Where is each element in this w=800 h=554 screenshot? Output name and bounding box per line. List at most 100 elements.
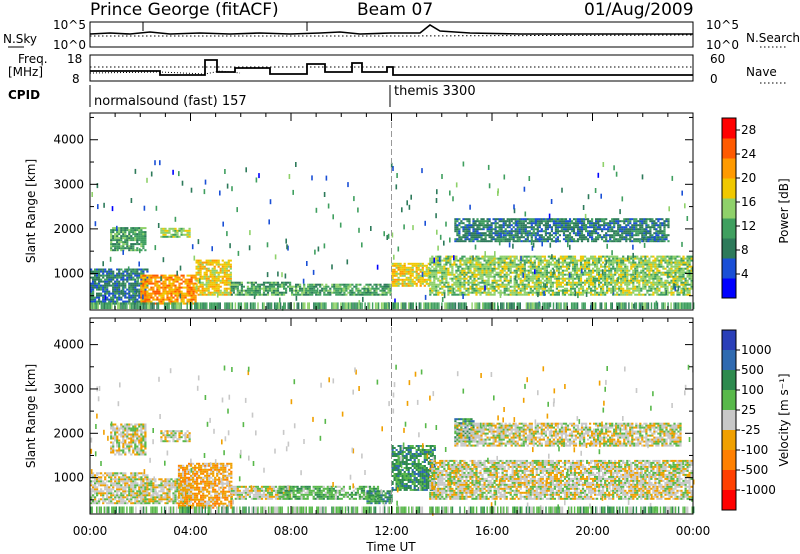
power-cell — [445, 271, 448, 274]
power-cell — [403, 282, 406, 285]
power-cell — [319, 293, 322, 296]
power-cell — [545, 259, 548, 262]
power-cell — [195, 285, 198, 288]
power-cell — [620, 259, 623, 262]
power-cell — [407, 272, 410, 275]
power-cell — [624, 279, 627, 282]
power-cell — [262, 285, 266, 288]
power-cell — [373, 291, 376, 294]
power-cell — [622, 267, 625, 270]
nsky-tick-bottom: 10^0 — [53, 38, 86, 52]
power-cell — [617, 240, 620, 243]
power-cell — [199, 265, 202, 268]
power-cell — [190, 300, 193, 303]
power-cell — [112, 249, 115, 252]
power-cell — [674, 281, 677, 284]
power-cell — [548, 224, 551, 227]
power-cell — [610, 269, 613, 272]
power-cell — [537, 275, 540, 278]
power-cell — [439, 279, 442, 282]
power-cell — [506, 224, 509, 227]
power-cell — [493, 287, 496, 290]
power-cell — [624, 281, 627, 284]
power-cell — [591, 238, 594, 241]
power-cell — [493, 265, 496, 268]
power-speckle — [438, 257, 441, 262]
power-speckle — [597, 172, 600, 178]
power-cell — [654, 263, 657, 266]
power-cell — [503, 279, 506, 282]
power-cell — [289, 287, 292, 290]
power-cell — [598, 271, 601, 274]
power-cell — [92, 300, 95, 303]
power-cell — [391, 268, 394, 271]
power-cell — [637, 230, 640, 233]
power-cell — [493, 291, 496, 294]
power-cell — [514, 236, 517, 239]
power-cell — [485, 283, 488, 286]
power-cell — [654, 271, 657, 274]
power-cell — [132, 296, 135, 299]
power-cell — [351, 293, 354, 296]
power-cell — [407, 280, 410, 283]
power-cell — [295, 287, 298, 290]
power-cell — [643, 220, 646, 223]
power-cell — [618, 257, 621, 260]
power-cell — [132, 286, 135, 289]
power-cell — [551, 271, 554, 274]
power-cell — [188, 231, 191, 234]
power-cell — [521, 287, 524, 290]
power-cell — [363, 293, 366, 296]
power-cell — [295, 293, 298, 296]
power-cell — [600, 265, 603, 268]
power-cell — [633, 224, 636, 227]
power-cell — [401, 274, 404, 277]
power-cell — [357, 287, 360, 290]
power-cell — [520, 226, 523, 229]
power-cell — [545, 289, 548, 292]
power-cell — [529, 265, 532, 268]
power-speckle — [641, 174, 644, 180]
power-cell — [525, 291, 528, 294]
power-cell — [555, 279, 558, 282]
power-cell — [533, 261, 536, 264]
power-cell — [664, 279, 667, 282]
power-cell — [642, 259, 645, 262]
power-cell — [640, 275, 643, 278]
power-cell — [389, 287, 392, 290]
power-cell — [463, 279, 466, 282]
power-cell — [532, 232, 535, 235]
power-cell — [128, 288, 131, 291]
power-cell — [563, 291, 567, 294]
power-cell — [128, 290, 131, 293]
power-cell — [651, 240, 654, 243]
power-cell — [393, 264, 396, 267]
power-cell — [629, 222, 632, 225]
power-cell — [656, 289, 659, 292]
power-cell — [225, 279, 228, 282]
power-cell — [108, 280, 111, 283]
power-cell — [162, 302, 165, 305]
power-cell — [554, 218, 557, 221]
power-cell — [221, 277, 224, 280]
power-cell — [503, 289, 506, 292]
power-cell — [431, 255, 434, 258]
power-cell — [615, 232, 618, 235]
power-cell — [652, 265, 655, 268]
power-cell — [421, 282, 424, 285]
power-cell — [652, 271, 655, 274]
power-cell — [619, 220, 622, 223]
power-cell — [578, 228, 582, 231]
power-cell — [590, 275, 593, 278]
power-cell — [665, 220, 668, 223]
power-cell — [592, 257, 595, 260]
power-cell — [445, 263, 448, 266]
power-cell — [487, 255, 490, 258]
power-cell — [459, 293, 462, 296]
power-cell — [646, 259, 649, 262]
power-cell — [541, 293, 544, 296]
power-cell — [453, 261, 456, 264]
power-cell — [176, 231, 179, 234]
power-cell — [482, 234, 485, 237]
power-cell — [415, 278, 418, 281]
